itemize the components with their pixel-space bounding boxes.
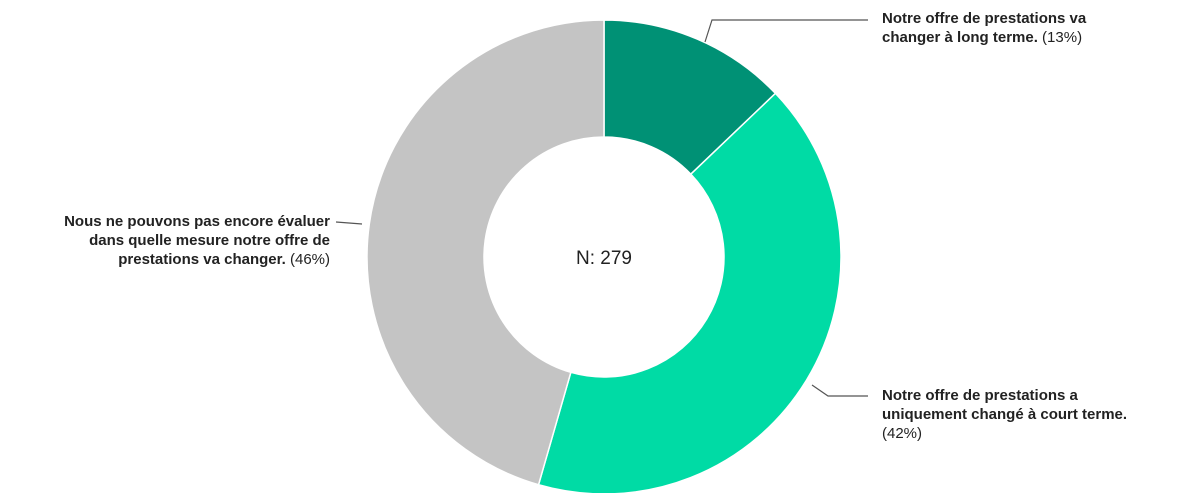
slices bbox=[366, 19, 842, 493]
leader-line bbox=[335, 221, 363, 225]
value-label: (42%) bbox=[882, 425, 923, 442]
value-label: (46%) bbox=[289, 251, 330, 268]
slice bbox=[366, 19, 605, 486]
slice bbox=[537, 92, 842, 493]
leader-line bbox=[811, 384, 868, 397]
value-label: (13%) bbox=[1042, 29, 1083, 46]
leader-line bbox=[704, 19, 868, 43]
category-label: Nous ne pouvons pas encore évaluer dans … bbox=[64, 213, 330, 268]
slice-label: Notre offre de prestations a uniquement … bbox=[882, 386, 1160, 443]
slice-label: Notre offre de prestations va changer à … bbox=[882, 9, 1139, 47]
category-label: Notre offre de prestations va changer à … bbox=[882, 10, 1087, 46]
category-label: Notre offre de prestations a uniquement … bbox=[882, 387, 1128, 423]
slice-label: Nous ne pouvons pas encore évaluer dans … bbox=[30, 212, 330, 269]
center-label: N: 279 bbox=[576, 248, 632, 269]
